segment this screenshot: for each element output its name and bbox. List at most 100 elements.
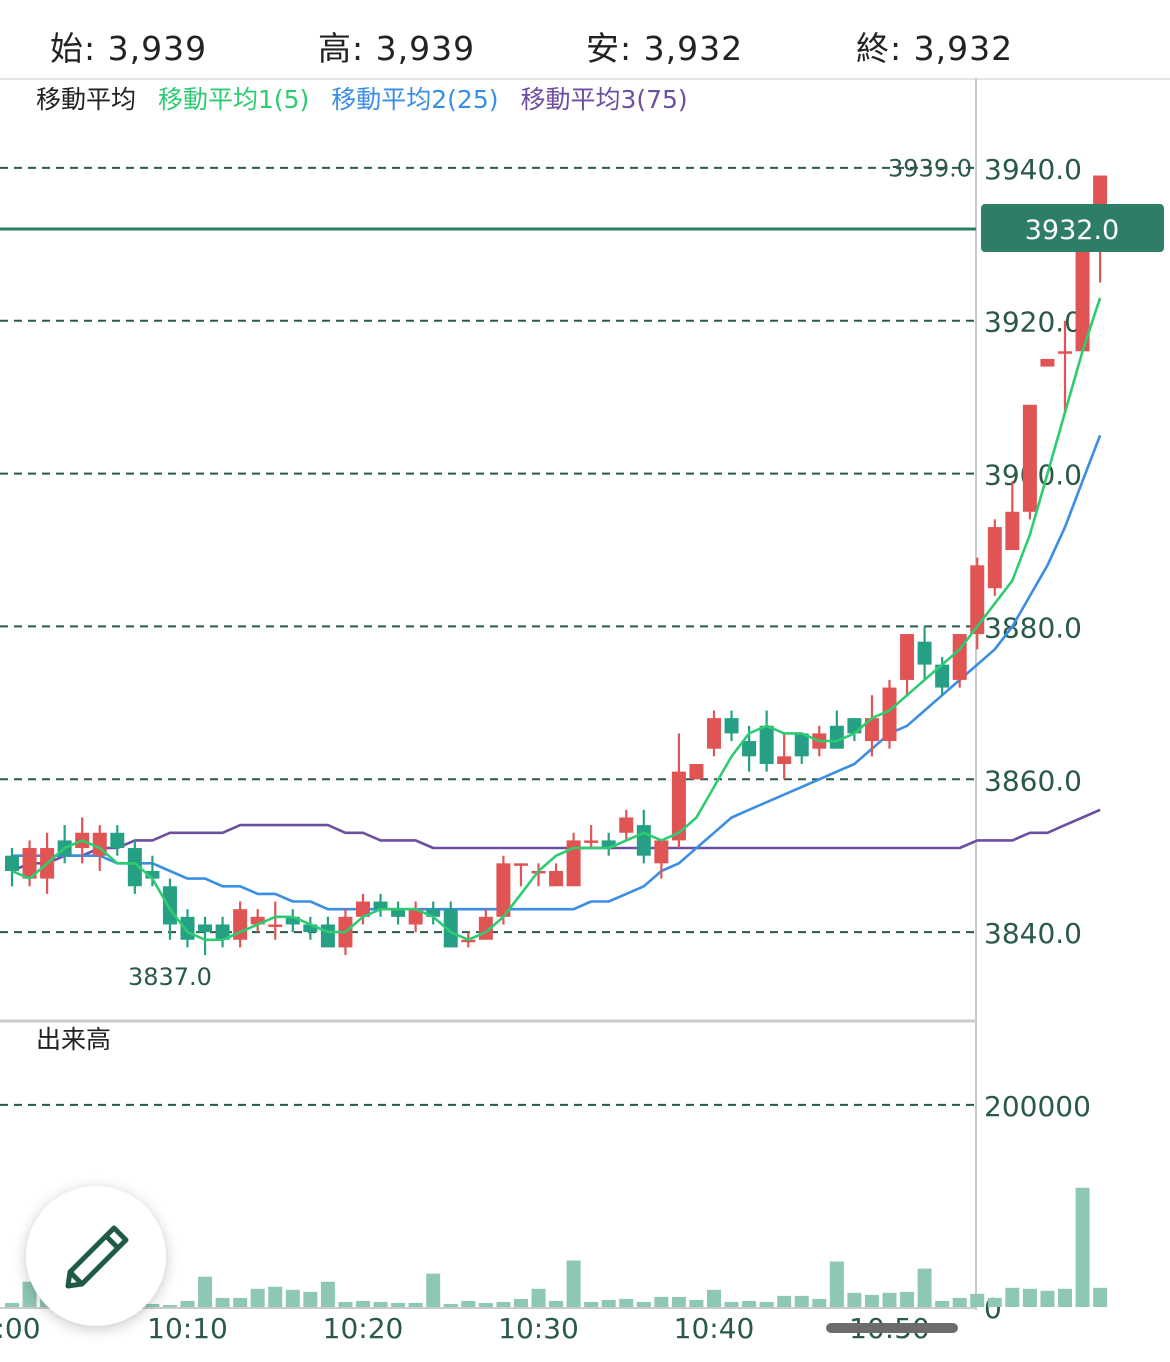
candle-body [1005, 511, 1020, 550]
volume-bar [1040, 1290, 1055, 1307]
candle-body [829, 725, 844, 749]
candle-body [724, 718, 739, 734]
volume-bar [478, 1302, 493, 1307]
low-label: 安: [586, 29, 633, 68]
low-value: 3,932 [643, 29, 744, 68]
volume-bar [900, 1291, 915, 1307]
candle-body [847, 718, 862, 734]
volume-bar [180, 1300, 195, 1307]
price-tick-label: 3920.0 [984, 306, 1082, 339]
candle-body [917, 641, 932, 665]
legend-title: 移動平均 [36, 85, 137, 114]
volume-bar [162, 1304, 177, 1307]
volume-bar [145, 1303, 160, 1307]
candle-body [285, 916, 300, 925]
candle [619, 809, 634, 841]
candle [707, 710, 721, 757]
volume-bar [303, 1291, 318, 1307]
ma3-line [11, 808, 1101, 873]
candle [987, 519, 1002, 596]
candle-body [794, 733, 809, 757]
price-tick-label: 3880.0 [984, 611, 1082, 644]
candle-body [671, 771, 686, 841]
candle-body [268, 924, 283, 927]
candle-body [935, 664, 950, 688]
candle [110, 825, 125, 856]
candle [882, 679, 897, 749]
candle-body [1022, 404, 1037, 512]
legend-ma2[interactable]: 移動平均2(25) [331, 85, 499, 114]
high-annotation: 3939.0 [888, 155, 972, 183]
candle [1040, 358, 1055, 367]
horizontal-scroll-handle[interactable] [826, 1323, 958, 1333]
candle-body [601, 840, 616, 849]
legend-ma1[interactable]: 移動平均1(5) [157, 85, 310, 114]
volume-bar [952, 1297, 967, 1307]
volume-bar [356, 1300, 370, 1307]
candle [127, 840, 142, 894]
candle [584, 825, 599, 849]
volume-bar [250, 1288, 265, 1307]
volume-bar [601, 1299, 616, 1307]
candle-body [215, 924, 230, 940]
volume-bar [1075, 1187, 1090, 1307]
volume-bar [935, 1300, 950, 1307]
volume-bar [1022, 1288, 1037, 1307]
time-tick-label: 10:20 [323, 1312, 404, 1345]
volume-bar [1093, 1287, 1108, 1307]
candle [900, 634, 915, 696]
candle [391, 901, 406, 925]
candle [1022, 404, 1037, 520]
candle [1058, 320, 1072, 413]
candle-body [970, 565, 985, 635]
candle-body [180, 916, 195, 940]
candle [443, 901, 458, 948]
candle-body [513, 863, 528, 866]
candle-body [689, 763, 704, 780]
volume-bar [1058, 1288, 1072, 1307]
candle [970, 557, 985, 650]
candle-body [5, 855, 19, 871]
volume-bar [759, 1301, 774, 1307]
candle [654, 840, 669, 879]
low-annotation: 3837.0 [128, 963, 212, 991]
candle [215, 916, 230, 948]
candle [426, 901, 441, 925]
close-label: 終: [856, 29, 903, 68]
candle [777, 733, 792, 780]
low-price: 安: 3,932 [586, 22, 743, 70]
volume-bar [233, 1297, 248, 1307]
volume-bar [549, 1300, 564, 1307]
candle-body [233, 909, 248, 940]
moving-average-legend: 移動平均 移動平均1(5) 移動平均2(25) 移動平均3(75) [36, 80, 702, 116]
volume-bar [1005, 1287, 1020, 1307]
high-value: 3,939 [375, 29, 476, 68]
candle-body [636, 825, 651, 856]
volume-bar [882, 1292, 897, 1307]
volume-bar [619, 1298, 634, 1307]
candle-body [303, 924, 318, 933]
candle-body [900, 634, 915, 680]
ma2-line [12, 434, 1102, 911]
candle-body [496, 863, 511, 917]
high-label: 高: [318, 29, 365, 68]
draw-button[interactable] [26, 1186, 166, 1326]
legend-ma3[interactable]: 移動平均3(75) [520, 85, 688, 114]
time-tick-label: :00 [0, 1312, 41, 1345]
volume-bar [689, 1299, 704, 1307]
current-price-label: 3932.0 [1025, 215, 1119, 246]
candle-body [654, 840, 669, 864]
candle-body [408, 909, 423, 925]
volume-bar [864, 1294, 879, 1307]
volume-title: 出来高 [36, 1025, 111, 1054]
volume-bar [391, 1302, 406, 1307]
candle [566, 832, 581, 887]
open-label: 始: [50, 29, 97, 68]
candle [285, 909, 300, 933]
open-price: 始: 3,939 [50, 22, 207, 70]
volume-bar [794, 1295, 809, 1307]
volume-bar [531, 1288, 546, 1307]
price-tick-label: 3940.0 [984, 153, 1082, 186]
volume-bar [636, 1301, 651, 1307]
